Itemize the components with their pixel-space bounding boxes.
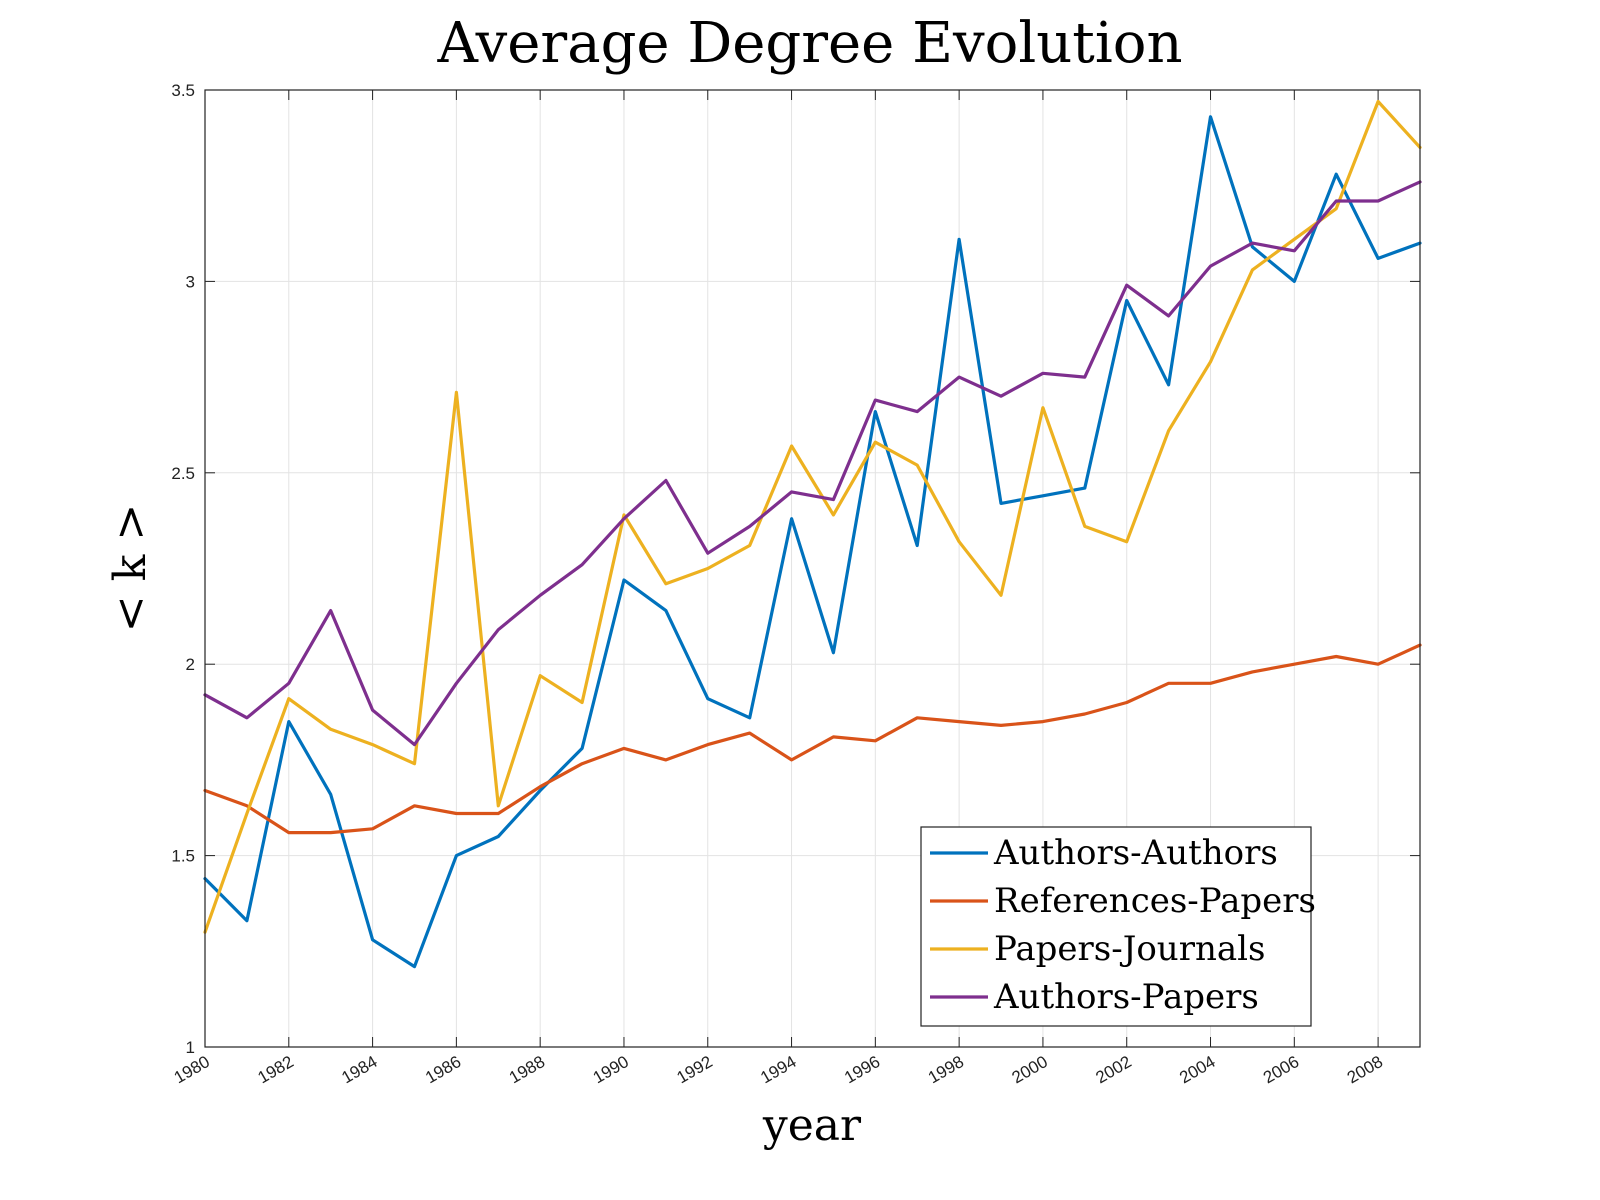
y-tick-label: 1.5 bbox=[171, 847, 195, 866]
x-tick-label: 1998 bbox=[925, 1052, 967, 1087]
x-axis-label: year bbox=[762, 1100, 862, 1151]
chart-title: Average Degree Evolution bbox=[436, 11, 1182, 76]
legend-label: Authors-Papers bbox=[993, 977, 1259, 1017]
plot-frame bbox=[204, 89, 1421, 1048]
legend-label: Authors-Authors bbox=[993, 833, 1278, 873]
x-tick-label: 1996 bbox=[841, 1052, 883, 1087]
x-tick-label: 1990 bbox=[590, 1052, 632, 1087]
legend-label: References-Papers bbox=[994, 881, 1316, 921]
x-tick-label: 1980 bbox=[171, 1052, 213, 1087]
legend-box bbox=[920, 826, 1312, 1027]
x-tick-label: 2000 bbox=[1009, 1052, 1051, 1087]
y-tick-label: 3.5 bbox=[171, 81, 195, 100]
legend: Authors-Authors References-Papers Papers-J… bbox=[920, 826, 1316, 1027]
series-line-references-papers bbox=[203, 643, 1422, 835]
x-tick-label: 2008 bbox=[1344, 1052, 1386, 1087]
y-tick-label: 1 bbox=[186, 1038, 195, 1057]
x-tick-label: 2002 bbox=[1092, 1052, 1134, 1087]
y-tick-label: 3 bbox=[186, 272, 195, 291]
x-tick-label: 2006 bbox=[1260, 1052, 1302, 1087]
series-line-authors-authors bbox=[203, 115, 1422, 969]
y-tick-label: 2.5 bbox=[171, 464, 195, 483]
y-tick-label: 2 bbox=[186, 655, 195, 674]
legend-label: Papers-Journals bbox=[994, 929, 1265, 969]
series-lines bbox=[203, 99, 1422, 969]
y-tick-labels: 1 1.5 2 2.5 3 3.5 bbox=[171, 81, 195, 1057]
series-line-papers-journals bbox=[203, 99, 1422, 934]
x-tick-label: 1986 bbox=[422, 1052, 464, 1087]
x-tick-label: 1984 bbox=[338, 1052, 380, 1087]
x-tick-label: 2004 bbox=[1176, 1052, 1218, 1087]
x-tick-label: 1982 bbox=[255, 1052, 297, 1087]
x-tick-label: 1988 bbox=[506, 1052, 548, 1087]
x-tick-label: 1994 bbox=[757, 1052, 799, 1087]
y-axis-label: < k > bbox=[105, 504, 156, 632]
x-tick-label: 1992 bbox=[673, 1052, 715, 1087]
series-line-authors-papers bbox=[203, 180, 1422, 747]
x-tick-labels: 1980 1982 1984 1986 1988 1990 1992 1994 1996 1998… bbox=[171, 1052, 1386, 1087]
